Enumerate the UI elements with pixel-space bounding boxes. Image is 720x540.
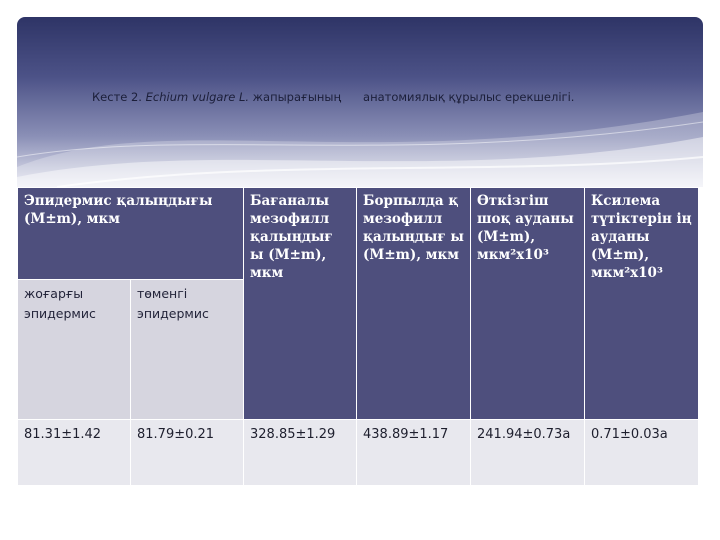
- header-lower-epidermis: төменгі эпидермис: [130, 279, 244, 420]
- header-spongy-mesophyll: Борпылда қ мезофилл қалыңдығ ы (M±m), мк…: [356, 187, 471, 420]
- header-palisade-mesophyll: Бағаналы мезофилл қалыңдығ ы (M±m), мкм: [243, 187, 357, 420]
- cell-palisade-mesophyll: 328.85±1.29: [243, 419, 357, 486]
- cell-lower-epidermis: 81.79±0.21: [130, 419, 244, 486]
- caption-suffix: жапырағының анатомиялық құрылыс ерекшелі…: [252, 90, 575, 104]
- cell-bundle-area: 241.94±0.73a: [470, 419, 585, 486]
- header-xylem-area: Ксилема түтіктерін ің ауданы (M±m), мкм²…: [584, 187, 699, 420]
- table-caption: Кесте 2. Echium vulgare L. жапырағының а…: [92, 90, 692, 104]
- cell-xylem-area: 0.71±0.03a: [584, 419, 699, 486]
- species-name: Echium vulgare L.: [145, 90, 250, 104]
- cell-upper-epidermis: 81.31±1.42: [17, 419, 131, 486]
- header-bundle-area: Өткізгіш шоқ ауданы (M±m), мкм²х10³: [470, 187, 585, 420]
- cell-spongy-mesophyll: 438.89±1.17: [356, 419, 471, 486]
- header-upper-epidermis: жоғарғы эпидермис: [17, 279, 131, 420]
- caption-prefix: Кесте 2.: [92, 90, 142, 104]
- header-epidermis: Эпидермис қалыңдығы (M±m), мкм: [17, 187, 244, 280]
- title-banner: [17, 17, 703, 187]
- wave-decoration: [17, 112, 703, 187]
- anatomy-table: Эпидермис қалыңдығы (M±m), мкм Бағаналы …: [17, 187, 699, 486]
